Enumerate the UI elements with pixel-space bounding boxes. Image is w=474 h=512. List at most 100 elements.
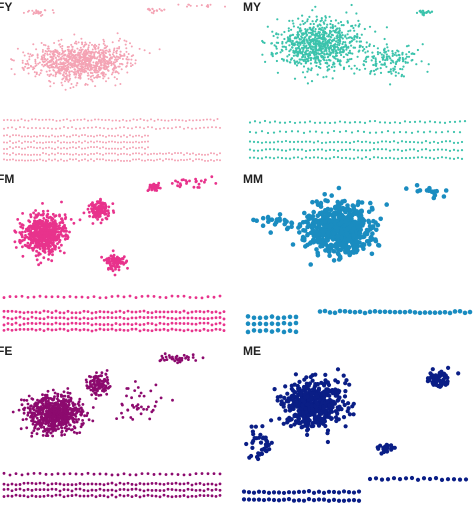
node <box>402 58 405 61</box>
node <box>254 131 258 134</box>
node <box>94 322 98 326</box>
node <box>111 53 114 56</box>
node <box>460 140 464 144</box>
node <box>271 30 274 33</box>
node <box>39 146 41 149</box>
node <box>77 418 80 421</box>
node <box>306 20 309 23</box>
node <box>367 242 372 247</box>
node <box>320 239 326 245</box>
node <box>150 322 154 326</box>
node <box>42 329 46 333</box>
node <box>28 220 32 224</box>
node <box>44 50 47 52</box>
node <box>98 315 102 319</box>
node <box>19 225 23 229</box>
node <box>346 33 349 36</box>
node <box>31 241 35 245</box>
node <box>325 52 328 55</box>
node <box>159 158 161 161</box>
node <box>66 159 68 162</box>
node <box>325 230 331 235</box>
node <box>312 219 318 225</box>
node <box>65 75 68 78</box>
node <box>40 58 43 61</box>
node <box>102 323 106 327</box>
node <box>180 178 184 182</box>
node <box>304 31 307 35</box>
node <box>64 80 66 83</box>
node <box>78 135 80 138</box>
node <box>84 134 86 137</box>
node <box>160 119 163 122</box>
node <box>436 148 440 151</box>
node <box>218 316 222 319</box>
node <box>308 120 312 123</box>
node <box>210 152 212 155</box>
node <box>141 153 143 156</box>
node <box>54 214 58 217</box>
node <box>392 140 396 143</box>
node <box>135 158 137 161</box>
node <box>405 55 409 58</box>
node <box>63 141 65 144</box>
node <box>300 148 304 151</box>
node <box>313 50 316 54</box>
node <box>296 55 299 58</box>
node <box>280 149 284 152</box>
node <box>104 68 107 71</box>
node <box>181 119 184 122</box>
node <box>24 62 27 65</box>
node <box>266 131 270 135</box>
node <box>62 73 65 76</box>
node <box>410 131 414 134</box>
node <box>80 295 84 299</box>
node <box>349 52 352 55</box>
node <box>174 328 178 332</box>
node <box>90 78 92 81</box>
node <box>41 50 44 53</box>
node <box>269 314 275 319</box>
node <box>13 119 16 122</box>
node <box>303 53 307 56</box>
node <box>26 402 30 406</box>
node <box>368 200 373 206</box>
node <box>78 62 81 65</box>
node <box>311 20 314 23</box>
node <box>348 157 352 160</box>
node <box>54 71 57 74</box>
node <box>76 58 79 61</box>
node <box>291 33 295 36</box>
node <box>90 134 92 137</box>
node <box>366 209 372 215</box>
node <box>42 421 45 425</box>
node <box>29 224 33 228</box>
node <box>96 218 99 221</box>
node <box>186 322 190 325</box>
node <box>21 226 25 230</box>
node <box>440 148 444 151</box>
node <box>190 329 194 333</box>
node <box>352 46 355 49</box>
node <box>287 37 290 41</box>
node <box>97 47 100 50</box>
node <box>170 182 174 185</box>
node <box>20 235 24 239</box>
node <box>30 159 32 162</box>
node <box>404 57 407 60</box>
node <box>320 148 324 151</box>
node <box>57 140 59 143</box>
node <box>161 9 163 12</box>
node <box>26 60 29 62</box>
node <box>467 309 473 315</box>
node <box>75 431 79 435</box>
node <box>273 120 277 123</box>
node <box>300 157 304 160</box>
node <box>306 18 309 21</box>
node <box>311 31 314 34</box>
node <box>331 77 334 80</box>
node <box>135 134 137 137</box>
node <box>304 21 307 24</box>
node <box>198 153 200 156</box>
node <box>93 159 95 162</box>
